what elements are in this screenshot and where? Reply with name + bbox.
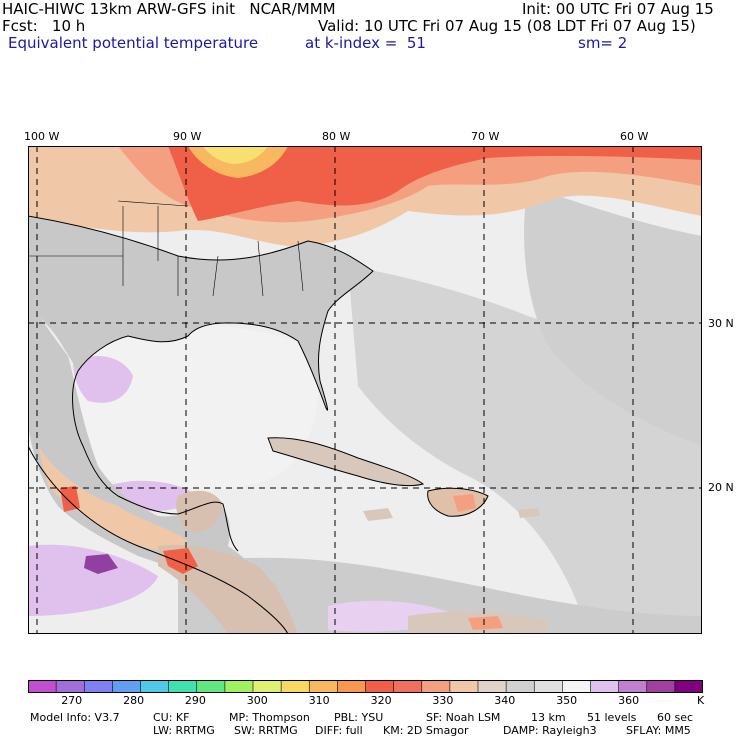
legend-swatch (365, 680, 395, 693)
gulf-lavender-west (73, 356, 133, 403)
hispaniola-salmon (453, 494, 476, 512)
legend-frame (28, 680, 703, 693)
legend-swatch (281, 680, 310, 693)
legend-swatch (196, 680, 226, 693)
legend-swatch (168, 680, 198, 693)
lon-label-100w: 100 W (24, 130, 60, 143)
hispaniola-coastline (427, 487, 489, 517)
us-coastline (28, 215, 374, 411)
footer-km: KM: 2D Smagor (383, 724, 469, 737)
lon-label-60w: 60 W (620, 130, 649, 143)
legend-swatch (646, 680, 676, 693)
footer-sw: SW: RRTMG (234, 724, 298, 737)
north-yellow-patch (203, 146, 268, 164)
legend-swatch (309, 680, 338, 693)
legend-unit: K (697, 694, 705, 707)
footer-sflay: SFLAY: MM5 (626, 724, 691, 737)
pacific-lavender (28, 544, 158, 616)
mexico-red-spot (60, 486, 80, 512)
header-title: HAIC-HIWC 13km ARW-GFS init NCAR/MMM (2, 0, 336, 18)
lon-label-80w: 80 W (322, 130, 351, 143)
central-america-red (163, 548, 198, 574)
pacific-coastline (28, 445, 289, 634)
footer-lw: LW: RRTMG (153, 724, 215, 737)
east-gray-band (524, 186, 702, 446)
legend-swatch (421, 680, 451, 693)
legend-swatch (253, 680, 282, 693)
venezuela-salmon (468, 616, 503, 630)
legend-tick-label: 330 (432, 694, 454, 707)
us-land (28, 216, 373, 411)
footer-resolution: 13 km (531, 711, 566, 724)
footer-cu: CU: KF (153, 711, 190, 724)
legend-swatch (590, 680, 620, 693)
smoothing-value: sm= 2 (578, 34, 628, 52)
legend-swatch (56, 680, 85, 693)
footer-sf: SF: Noah LSM (426, 711, 501, 724)
gulf-light (76, 323, 319, 491)
footer-damp: DAMP: Rayleigh3 (503, 724, 597, 737)
lat-label-30n: 30 N (708, 317, 734, 330)
footer-levels: 51 levels (587, 711, 637, 724)
legend-tick-label: 280 (123, 694, 145, 707)
legend-swatch (674, 680, 703, 693)
footer-model-info: Model Info: V3.7 (30, 711, 120, 724)
puerto-rico-land (518, 508, 540, 518)
header-forecast-hour: Fcst: 10 h (2, 17, 86, 35)
color-scale-bar (28, 680, 703, 693)
legend-swatch (562, 680, 592, 693)
legend-swatch (393, 680, 423, 693)
map-frame (28, 146, 702, 634)
lon-label-70w: 70 W (471, 130, 500, 143)
legend-swatch (84, 680, 113, 693)
legend-tick-label: 310 (308, 694, 330, 707)
lon-label-90w: 90 W (173, 130, 202, 143)
legend-tick-label: 300 (246, 694, 268, 707)
legend-swatch (478, 680, 507, 693)
legend-swatch (337, 680, 367, 693)
mexico-coastline (72, 370, 239, 552)
legend-tick-label: 270 (61, 694, 83, 707)
cuba-land (268, 437, 423, 486)
footer-diff: DIFF: full (315, 724, 363, 737)
legend-tick-label: 350 (556, 694, 578, 707)
theta-e-map (28, 146, 702, 634)
legend-swatch (449, 680, 479, 693)
lat-lon-grid (28, 146, 702, 634)
cuba-coastline (267, 437, 425, 487)
footer-mp: MP: Thompson (229, 711, 310, 724)
north-red-band (168, 146, 702, 221)
header-init-time: Init: 00 UTC Fri 07 Aug 15 (522, 0, 714, 18)
legend-swatch (534, 680, 563, 693)
level-index: at k-index = 51 (305, 34, 426, 52)
legend-swatch (112, 680, 142, 693)
field-name: Equivalent potential temperature (8, 34, 259, 52)
state-borders (28, 200, 304, 297)
legend-tick-label: 320 (370, 694, 392, 707)
mexico-tan (38, 446, 188, 551)
legend-tick-label: 360 (618, 694, 640, 707)
legend-swatch (618, 680, 648, 693)
footer-timestep: 60 sec (657, 711, 694, 724)
legend-swatch (140, 680, 170, 693)
legend-swatch (28, 680, 57, 693)
pacific-purple (84, 554, 118, 574)
yucatan-land (176, 490, 223, 533)
header-valid-time: Valid: 10 UTC Fri 07 Aug 15 (08 LDT Fri … (318, 17, 696, 35)
lat-label-20n: 20 N (708, 481, 734, 494)
legend-tick-label: 340 (494, 694, 516, 707)
legend-swatch (506, 680, 535, 693)
legend-swatch (224, 680, 254, 693)
caribbean-gray (178, 557, 702, 634)
legend-tick-label: 290 (184, 694, 206, 707)
footer-pbl: PBL: YSU (334, 711, 384, 724)
jamaica-land (363, 508, 393, 521)
